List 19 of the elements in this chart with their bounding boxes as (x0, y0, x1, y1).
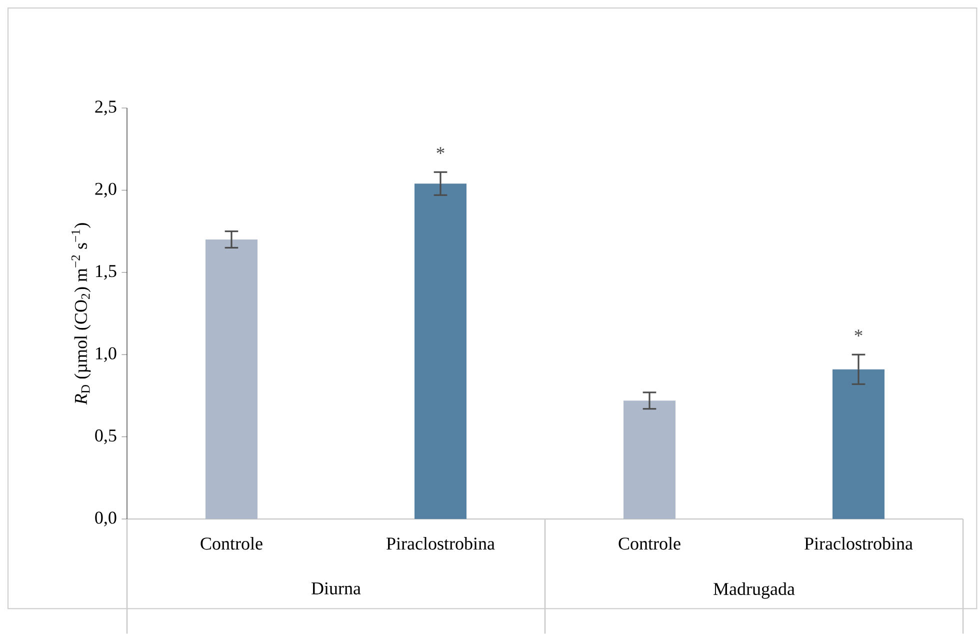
bar (206, 239, 258, 519)
y-tick-label: 1,0 (96, 347, 116, 362)
x-tick-label: Controle (618, 536, 680, 550)
y-tick-label: 1,5 (96, 264, 116, 280)
x-tick-label: Controle (200, 536, 262, 550)
y-tick-label: 2,5 (95, 100, 116, 116)
y-tick-label: 0,5 (95, 429, 116, 444)
bar (414, 183, 467, 519)
text: Diurna (312, 582, 361, 594)
text: R$_{D}$ (µmol (CO$_{2}$) m$^{−2}$ s$^{−1}$) (71, 223, 91, 405)
x-tick-label: Piraclostrobina (386, 536, 495, 550)
data-label: * (854, 329, 862, 336)
y-tick-label: 2,0 (95, 182, 116, 198)
text: Madrugada (714, 582, 795, 599)
bar (624, 400, 676, 519)
x-tick-label: Piraclostrobina (804, 536, 913, 550)
data-label: * (436, 147, 444, 154)
y-tick-label: 0,0 (95, 511, 116, 526)
bar (832, 369, 884, 519)
